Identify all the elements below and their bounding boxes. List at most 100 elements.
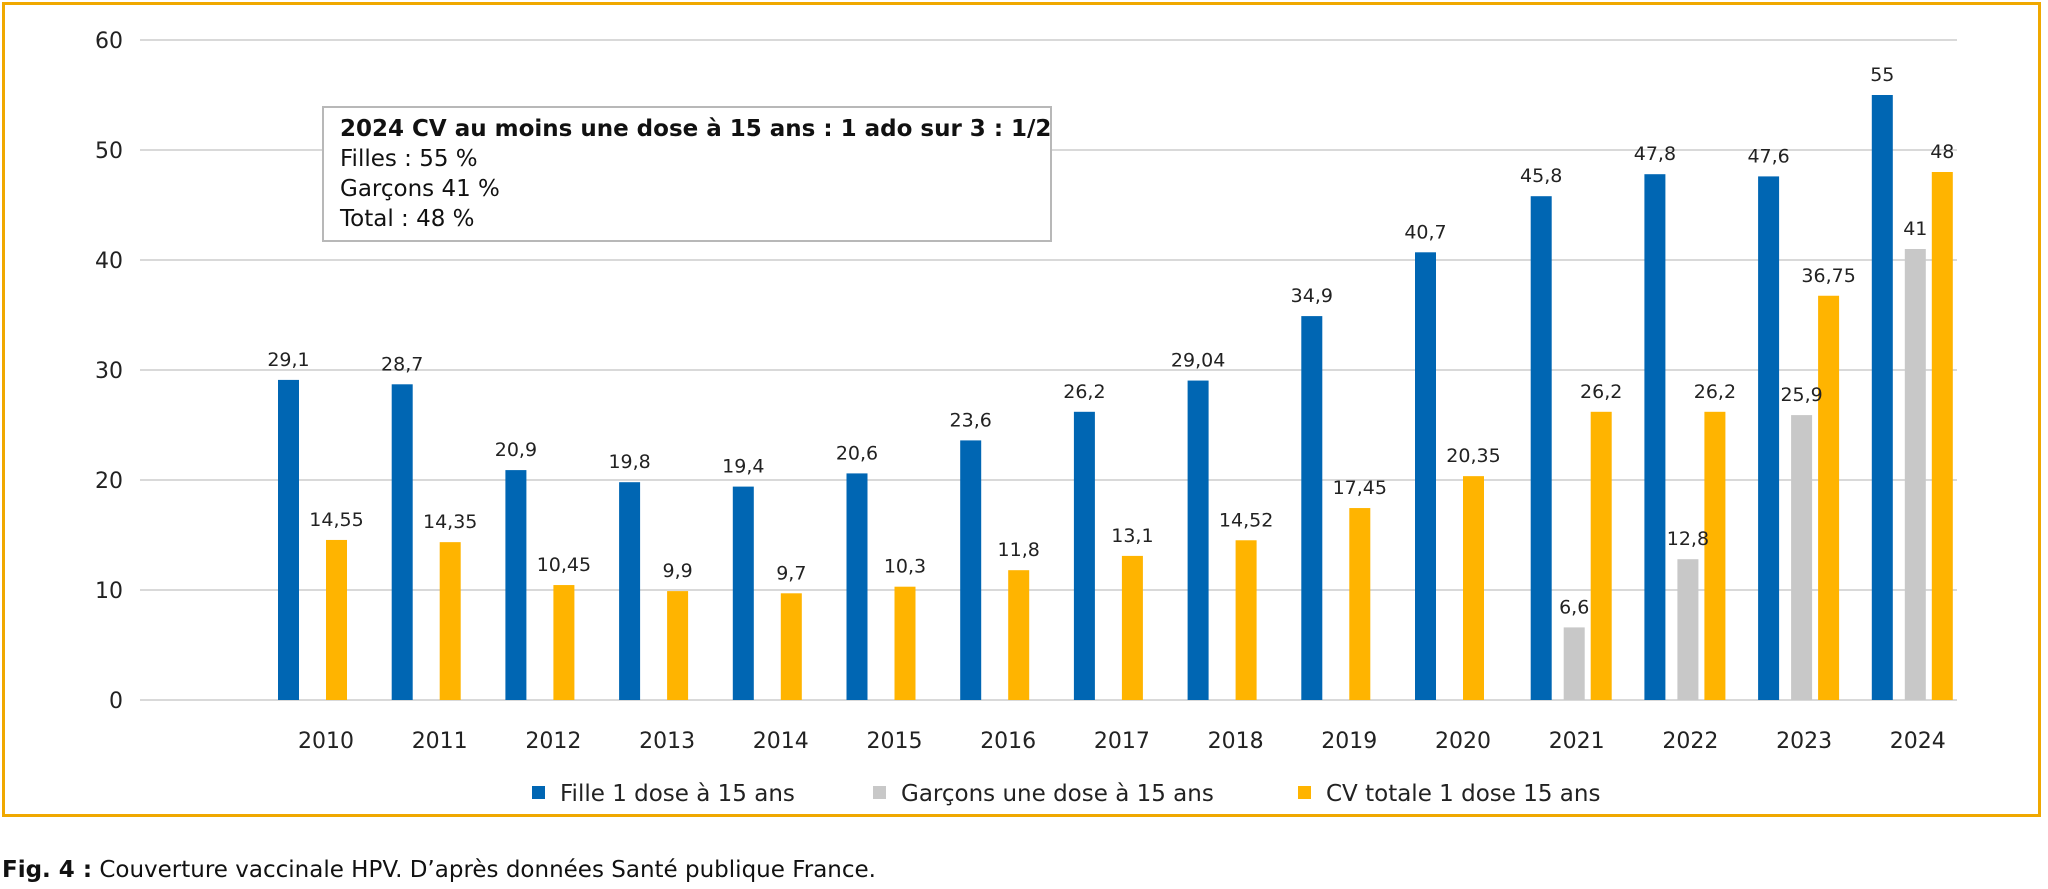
x-tick-label: 2011 [412,729,468,754]
x-tick-label: 2021 [1549,729,1605,754]
data-label: 20,6 [836,442,878,464]
data-label: 29,1 [267,349,309,371]
x-tick-label: 2017 [1094,729,1150,754]
data-label: 23,6 [950,409,992,431]
x-tick-label: 2020 [1435,729,1491,754]
data-label: 47,8 [1634,143,1676,165]
bar-total [1818,295,1840,700]
data-label: 34,9 [1291,285,1333,307]
y-tick-label: 50 [95,139,123,164]
legend-label: Garçons une dose à 15 ans [901,781,1214,807]
bar-total [780,593,802,700]
bar-total [1704,411,1726,700]
x-tick-label: 2012 [525,729,581,754]
bar-filles [391,384,413,700]
legend-label: Fille 1 dose à 15 ans [560,781,795,807]
bar-total [1121,555,1143,700]
x-tick-label: 2024 [1890,729,1946,754]
bar-garcons [1563,627,1585,700]
bar-total [1235,540,1257,700]
legend-swatch [873,786,886,799]
bar-total [1008,570,1030,700]
x-tick-label: 2010 [298,729,354,754]
bar-filles [1644,174,1666,700]
data-label: 6,6 [1559,596,1589,618]
data-label: 29,04 [1171,350,1225,372]
y-tick-label: 30 [95,359,123,384]
bar-filles [505,470,527,700]
data-labels: 29,1 14,55 28,7 14,35 20,9 10,45 19,8 9,9 19,4 9,… [267,64,1954,618]
data-label: 14,35 [423,511,477,533]
data-label: 40,7 [1404,221,1446,243]
bars [278,95,1953,701]
data-label: 9,9 [662,560,692,582]
x-tick-label: 2018 [1208,729,1264,754]
bar-total [326,539,347,700]
annotation-title: 2024 CV au moins une dose à 15 ans : 1 a… [340,116,1052,142]
y-axis-ticks: 0 10 20 30 40 50 60 [95,29,123,714]
data-label: 48 [1930,141,1954,163]
data-label: 19,8 [608,451,650,473]
data-label: 10,45 [537,554,591,576]
data-label: 10,3 [884,556,926,578]
data-label: 41 [1903,218,1927,240]
x-axis-ticks: 2010 2011 2012 2013 2014 2015 2016 2017 2018 2019… [298,729,1946,754]
annotation-filles: Filles : 55 % [340,146,478,172]
bar-filles [846,473,868,700]
y-tick-label: 10 [95,579,123,604]
data-label: 17,45 [1333,477,1387,499]
annotation-box: 2024 CV au moins une dose à 15 ans : 1 a… [322,106,1052,242]
x-tick-label: 2022 [1662,729,1718,754]
data-label: 9,7 [776,562,806,584]
chart-frame: 0 10 20 30 40 50 60 29,1 14,55 28,7 14,35 20,9 10,4… [2,2,2041,817]
bar-total [1463,476,1484,700]
legend-swatch [532,786,545,799]
x-tick-label: 2023 [1776,729,1832,754]
bar-filles [1871,95,1893,700]
data-label: 11,8 [998,539,1040,561]
y-tick-label: 60 [95,29,123,54]
y-tick-label: 40 [95,249,123,274]
bar-filles [1073,411,1095,700]
bar-total [1349,508,1371,700]
data-label: 45,8 [1520,165,1562,187]
legend: Fille 1 dose à 15 ans Garçons une dose à … [532,781,1600,807]
figure-caption: Fig. 4 : Couverture vaccinale HPV. D’apr… [2,857,876,883]
bar-total [1590,411,1612,700]
data-label: 20,35 [1446,445,1500,467]
bar-garcons [1904,249,1926,700]
data-label: 19,4 [722,456,764,478]
bar-filles [1758,176,1780,700]
data-label: 55 [1870,64,1894,86]
bar-total [1931,172,1953,700]
bar-total [439,542,461,700]
bar-filles [278,379,299,700]
data-label: 14,55 [309,509,363,531]
x-tick-label: 2013 [639,729,695,754]
data-label: 47,6 [1747,145,1789,167]
bar-filles [960,440,982,700]
data-label: 14,52 [1219,509,1273,531]
bar-total [553,585,575,700]
x-tick-label: 2014 [753,729,809,754]
y-tick-label: 20 [95,469,123,494]
data-label: 26,2 [1063,381,1105,403]
x-tick-label: 2016 [980,729,1036,754]
legend-label: CV totale 1 dose 15 ans [1326,781,1600,807]
bar-filles [732,486,754,700]
data-label: 28,7 [381,353,423,375]
data-label: 26,2 [1580,381,1622,403]
bar-filles [619,482,641,700]
x-tick-label: 2019 [1321,729,1377,754]
caption-text: Couverture vaccinale HPV. D’après donnée… [92,857,876,883]
bar-garcons [1791,415,1813,700]
caption-prefix: Fig. 4 : [2,857,93,883]
bar-total [667,591,689,700]
data-label: 25,9 [1780,384,1822,406]
bar-filles [1301,316,1323,700]
data-label: 26,2 [1694,381,1736,403]
annotation-garcons: Garçons 41 % [340,176,500,202]
bar-garcons [1677,559,1699,700]
bar-filles [1187,380,1209,700]
annotation-total: Total : 48 % [340,206,475,232]
